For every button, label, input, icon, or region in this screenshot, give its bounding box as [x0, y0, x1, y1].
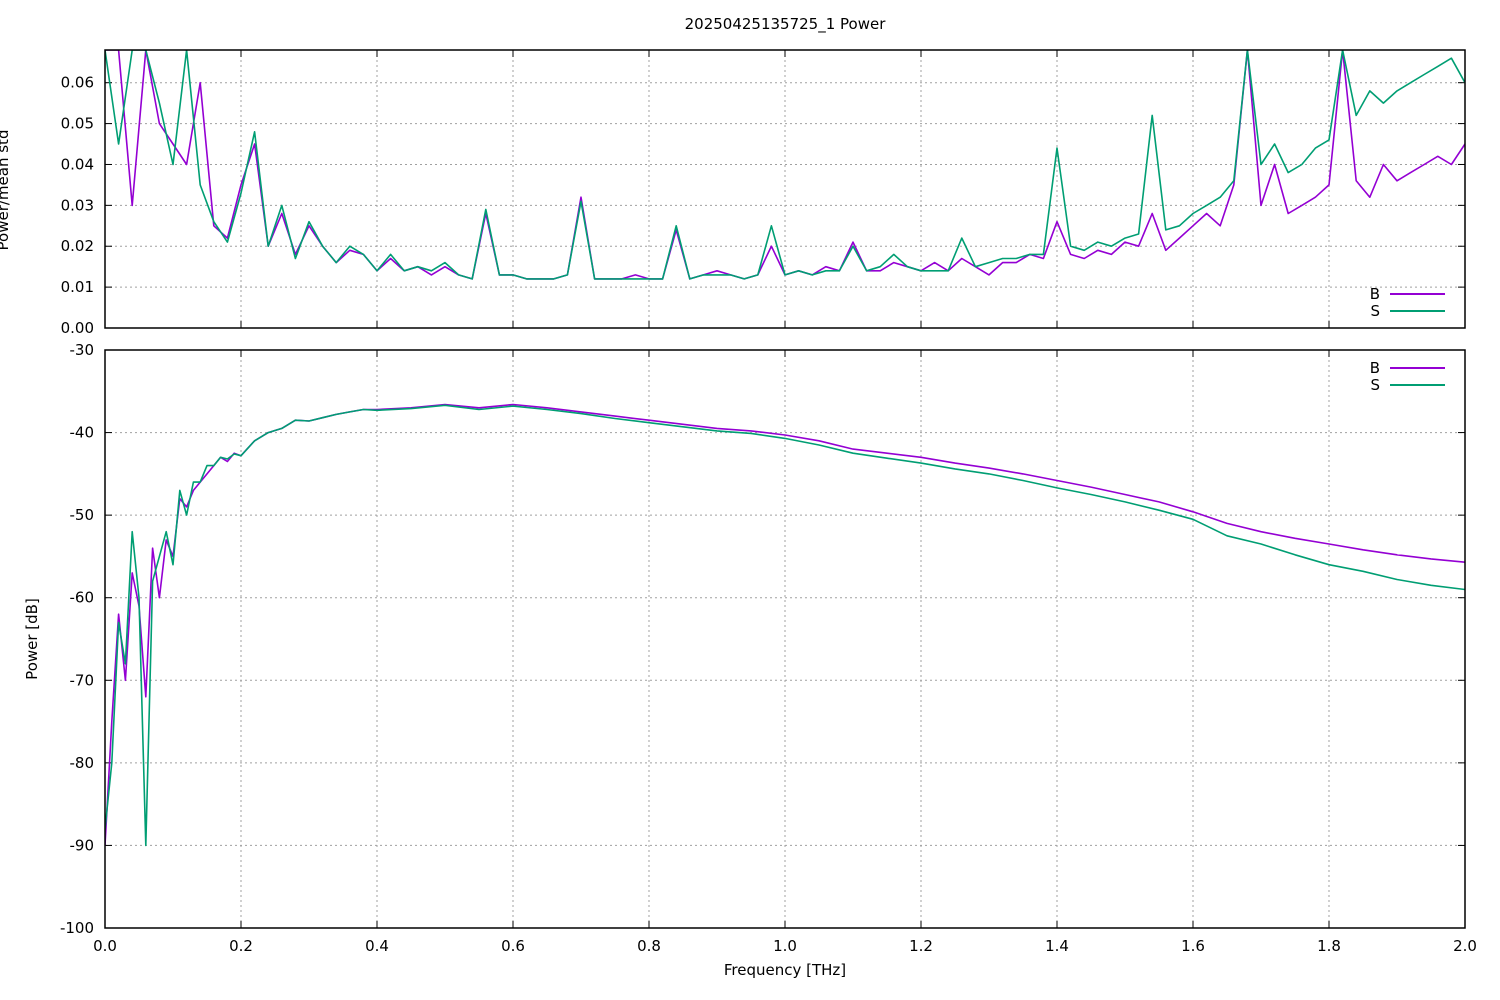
top-tick-labels: 0.00 0.01 0.02 0.03 0.04 0.05 0.06 [61, 50, 1466, 337]
top-series [105, 50, 1465, 280]
top-y-tick-label: 0.05 [61, 115, 94, 133]
bottom-grid [105, 350, 1465, 928]
bottom-legend: BS [1370, 359, 1445, 394]
chart-title: 20250425135725_1 Power [685, 15, 887, 34]
bottom-x-tick-label: 1.0 [773, 937, 797, 955]
top-y-tick-label: 0.03 [61, 196, 94, 214]
bottom-panel: 0.0 0.2 0.4 0.6 0.8 1.0 1.2 1.4 1.6 1.8 2.0 -30 -40 -… [23, 341, 1477, 979]
bottom-series [105, 403, 1465, 847]
bottom-x-tick-label: 1.6 [1181, 937, 1205, 955]
top-legend-label-B: B [1370, 285, 1380, 303]
bottom-x-tick-label: 2.0 [1453, 937, 1477, 955]
top-y-tick-label: 0.04 [61, 155, 94, 173]
bottom-y-tick-label: -40 [70, 424, 95, 442]
bottom-x-tick-label: 0.2 [229, 937, 253, 955]
bottom-x-tick-label: 0.6 [501, 937, 525, 955]
top-legend: BS [1370, 285, 1445, 320]
bottom-y-tick-label: -90 [70, 836, 95, 854]
bottom-legend-label-B: B [1370, 359, 1380, 377]
bottom-y-tick-label: -100 [60, 919, 94, 937]
bottom-x-tick-label: 0.8 [637, 937, 661, 955]
top-plot-frame [104, 49, 1466, 329]
top-y-axis-label: Power/mean std [0, 130, 12, 251]
bottom-tick-labels: 0.0 0.2 0.4 0.6 0.8 1.0 1.2 1.4 1.6 1.8 2.0 -30 -40 -… [60, 341, 1477, 955]
bottom-x-tick-label: 0.4 [365, 937, 389, 955]
top-series-S-line [105, 50, 1465, 280]
bottom-y-tick-label: -30 [70, 341, 95, 359]
bottom-legend-label-S: S [1370, 376, 1380, 394]
top-y-tick-label: 0.06 [61, 74, 94, 92]
bottom-y-tick-label: -60 [70, 589, 95, 607]
bottom-y-tick-label: -50 [70, 506, 95, 524]
bottom-x-tick-label: 0.0 [93, 937, 117, 955]
bottom-y-tick-label: -80 [70, 754, 95, 772]
top-legend-label-S: S [1370, 302, 1380, 320]
top-grid [105, 50, 1465, 328]
bottom-x-tick-label: 1.2 [909, 937, 933, 955]
top-y-tick-label: 0.02 [61, 237, 94, 255]
top-panel: 0.00 0.01 0.02 0.03 0.04 0.05 0.06 Power/mean … [0, 49, 1466, 337]
top-y-tick-label: 0.01 [61, 278, 94, 296]
x-axis-label: Frequency [THz] [724, 961, 846, 979]
bottom-plot-frame [104, 349, 1466, 929]
bottom-y-tick-label: -70 [70, 671, 95, 689]
bottom-x-tick-label: 1.4 [1045, 937, 1069, 955]
bottom-series-S-line [105, 404, 1465, 847]
top-y-tick-label: 0.00 [61, 319, 94, 337]
bottom-x-tick-label: 1.8 [1317, 937, 1341, 955]
bottom-y-axis-label: Power [dB] [23, 598, 41, 680]
